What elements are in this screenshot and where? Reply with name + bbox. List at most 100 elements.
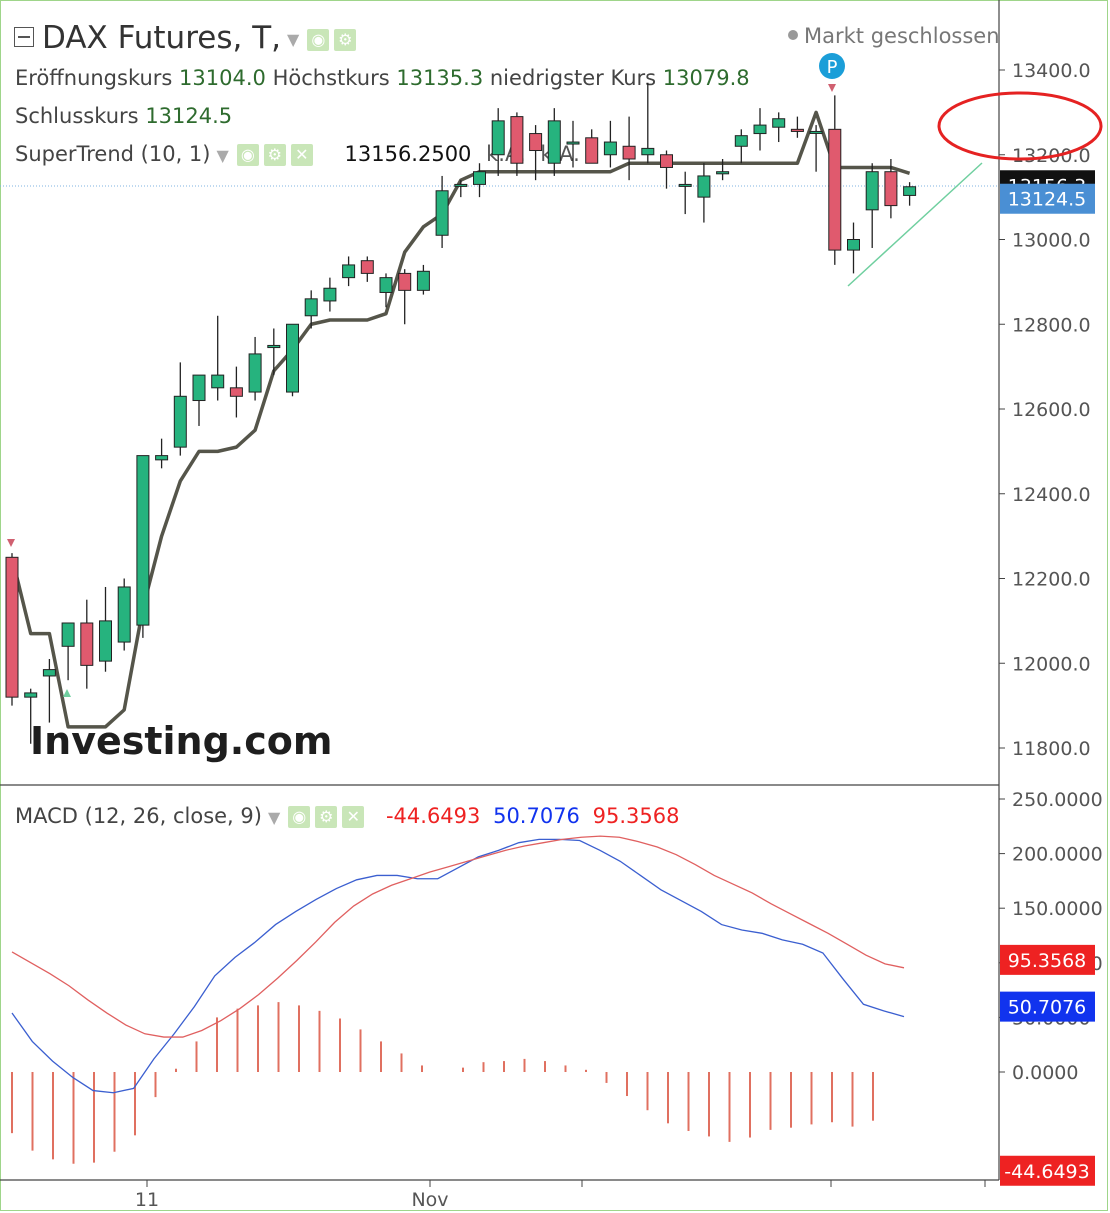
candle-down — [529, 133, 543, 152]
candle-down — [360, 260, 374, 274]
investing-logo: Investing.com — [30, 719, 332, 763]
macd-tick-label: 200.0000 — [1012, 844, 1103, 866]
candle-up — [173, 395, 187, 448]
high-value: 13135.3 — [396, 66, 484, 90]
macd-tick-label: 250.0000 — [1012, 789, 1103, 811]
candle-up — [435, 190, 449, 236]
supertrend-line — [10, 110, 911, 729]
candle-down — [5, 556, 19, 698]
candle-up — [42, 669, 56, 677]
open-label: Eröffnungskurs — [15, 66, 173, 90]
chevron-down-icon[interactable]: ▼ — [267, 807, 281, 827]
candle-down — [80, 622, 94, 666]
candle-up — [99, 620, 112, 662]
candle-up — [734, 135, 748, 147]
candle-up — [454, 183, 468, 187]
candle-up — [753, 124, 767, 135]
price-tick-label: 12400.0 — [1012, 484, 1091, 506]
high-label: Höchstkurs — [272, 66, 390, 90]
supertrend-legend: SuperTrend (10, 1)▼◉⚙✕ 13156.2500 k.A. k… — [15, 142, 580, 166]
price-tag: 13124.5 — [1008, 189, 1087, 211]
supertrend-value: 13156.2500 — [344, 142, 472, 166]
macd-line-value: 50.7076 — [493, 804, 580, 828]
macd-value-tag-bg — [1000, 991, 1095, 1022]
close-value: 13124.5 — [145, 104, 233, 128]
macd-value-tag-bg — [1000, 1155, 1095, 1186]
candle-up — [24, 692, 38, 698]
candle-down — [398, 272, 412, 291]
macd-value-tag: 95.3568 — [1008, 950, 1087, 972]
price-tick-label: 12600.0 — [1012, 399, 1091, 421]
macd-value-tag: -44.6493 — [1004, 1161, 1089, 1183]
signal-line — [11, 835, 905, 1038]
symbol-header: DAX Futures, T, ▼ ◉ ⚙ — [14, 20, 361, 56]
low-value: 13079.8 — [662, 66, 750, 90]
candle-up — [847, 239, 860, 251]
gear-icon[interactable]: ⚙ — [315, 806, 338, 828]
price-tick-label: 13000.0 — [1012, 230, 1091, 252]
candle-up — [678, 183, 692, 187]
macd-value-tag-bg — [1000, 944, 1095, 975]
candle-up — [772, 118, 786, 128]
status-text: Markt geschlossen — [804, 24, 1000, 48]
close-icon[interactable]: ✕ — [290, 144, 313, 166]
signal-arrow-icon — [828, 84, 836, 92]
time-tick-label: 11 — [135, 1189, 159, 1211]
chevron-down-icon[interactable]: ▼ — [216, 145, 229, 165]
candle-up — [547, 120, 561, 164]
macd-hist-value: -44.6493 — [385, 804, 481, 828]
candle-up — [416, 270, 430, 291]
time-tick-label: Nov — [411, 1189, 448, 1211]
candle-down — [884, 171, 898, 207]
candle-down — [510, 116, 524, 164]
supertrend-label: SuperTrend (10, 1) — [15, 142, 211, 166]
symbol-title: DAX Futures, T, — [42, 20, 281, 56]
eye-icon[interactable]: ◉ — [288, 806, 311, 828]
candle-up — [716, 171, 730, 175]
close-row: Schlusskurs 13124.5 — [15, 104, 232, 128]
candle-up — [566, 141, 580, 145]
candle-down — [585, 137, 599, 164]
macd-value-tag: 50.7076 — [1008, 997, 1087, 1019]
ohlc-row: Eröffnungskurs 13104.0 Höchstkurs 13135.… — [15, 66, 750, 90]
price-tick-label: 12000.0 — [1012, 653, 1091, 675]
price-tag-bg — [1000, 183, 1095, 214]
chevron-down-icon[interactable]: ▼ — [287, 30, 300, 49]
gear-icon[interactable]: ⚙ — [263, 144, 286, 166]
price-tick-label: 12200.0 — [1012, 569, 1091, 591]
candle-down — [790, 128, 804, 132]
collapse-icon[interactable] — [14, 26, 34, 47]
status-dot-icon — [788, 30, 798, 40]
eye-icon[interactable]: ◉ — [236, 144, 259, 166]
signal-line-value: 95.3568 — [592, 804, 680, 828]
candle-up — [603, 141, 617, 156]
candle-up — [192, 374, 206, 402]
open-value: 13104.0 — [179, 66, 266, 90]
candle-up — [697, 175, 711, 198]
candle-down — [622, 145, 636, 160]
candle-up — [903, 186, 917, 196]
macd-legend: MACD (12, 26, close, 9) ▼ ◉ ⚙ ✕ -44.6493 50.… — [15, 804, 679, 828]
macd-label: MACD (12, 26, close, 9) — [15, 804, 262, 828]
price-tick-label: 13400.0 — [1012, 60, 1091, 82]
candle-up — [267, 344, 281, 349]
eye-icon[interactable]: ◉ — [307, 28, 330, 51]
candle-up — [379, 277, 393, 293]
macd-tick-label: 0.0000 — [1012, 1062, 1078, 1084]
close-label: Schlusskurs — [15, 104, 139, 128]
gear-icon[interactable]: ⚙ — [334, 28, 357, 51]
candle-up — [865, 171, 879, 211]
candle-down — [828, 128, 842, 251]
candle-up — [155, 455, 169, 461]
candle-up — [809, 130, 823, 134]
candle-up — [286, 323, 299, 393]
candle-up — [342, 264, 356, 279]
pivot-marker-label: P — [827, 57, 838, 78]
candle-up — [473, 171, 486, 185]
candle-up — [248, 353, 262, 393]
close-icon[interactable]: ✕ — [342, 806, 365, 828]
candle-up — [304, 298, 318, 317]
pivot-marker — [819, 53, 845, 79]
